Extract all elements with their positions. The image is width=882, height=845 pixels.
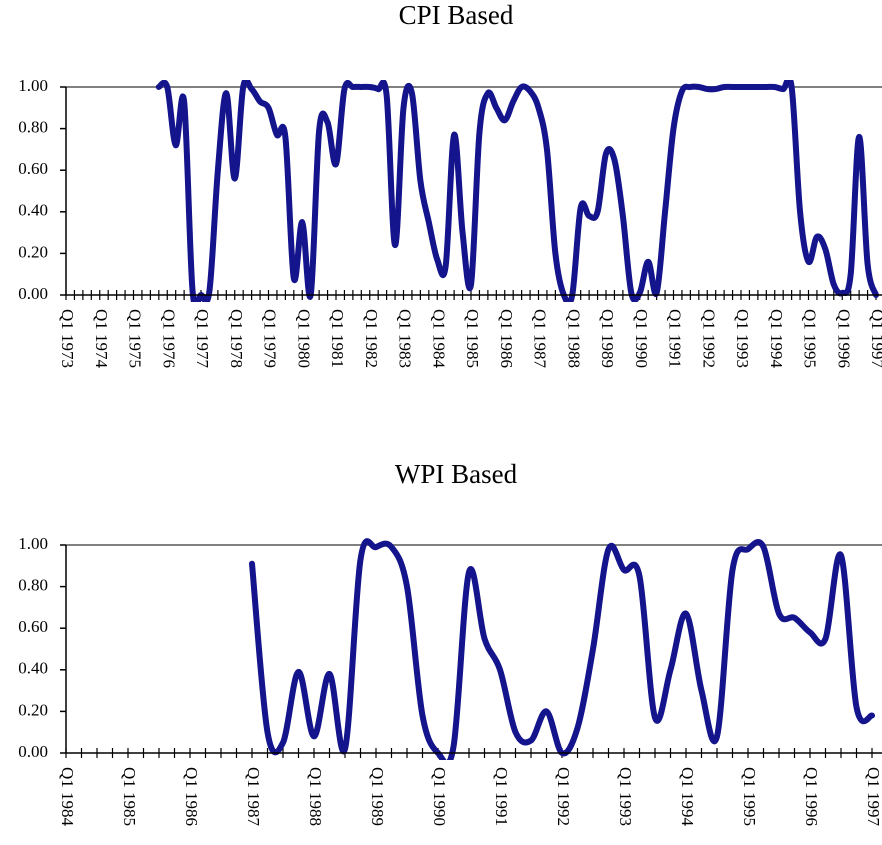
x-tick-label: Q1 1988: [564, 309, 583, 368]
x-tick-label: Q1 1991: [666, 309, 685, 368]
x-tick-label: Q1 1990: [430, 767, 449, 826]
x-tick-label: Q1 1995: [740, 767, 759, 826]
x-tick-label: Q1 1993: [616, 767, 635, 826]
x-tick-label: Q1 1975: [126, 309, 145, 368]
x-tick-label: Q1 1996: [802, 767, 821, 826]
x-tick-label: Q1 1995: [801, 309, 820, 368]
x-tick-label: Q1 1974: [92, 309, 111, 369]
x-tick-label: Q1 1987: [244, 767, 263, 827]
x-tick-label: Q1 1994: [678, 767, 697, 827]
y-tick-label: 0.80: [18, 118, 48, 137]
y-tick-label: 0.40: [18, 201, 48, 220]
x-tick-label: Q1 1981: [328, 309, 347, 368]
x-tick-label: Q1 1992: [554, 767, 573, 826]
x-tick-label: Q1 1984: [58, 767, 77, 827]
x-tick-label: Q1 1991: [492, 767, 511, 826]
x-tick-label: Q1 1989: [598, 309, 617, 368]
y-tick-label: 0.20: [18, 242, 48, 261]
data-line: [249, 538, 875, 760]
x-tick-label: Q1 1997: [868, 309, 882, 369]
x-tick-label: Q1 1993: [733, 309, 752, 368]
x-tick-label: Q1 1996: [834, 309, 853, 368]
x-tick-label: Q1 1986: [182, 767, 201, 826]
x-tick-label: Q1 1992: [699, 309, 718, 368]
x-tick-label: Q1 1978: [227, 309, 246, 368]
y-tick-label: 1.00: [18, 534, 48, 553]
x-tick-label: Q1 1973: [58, 309, 77, 368]
x-tick-label: Q1 1984: [429, 309, 448, 369]
y-tick-label: 0.40: [18, 659, 48, 678]
y-tick-label: 0.00: [18, 284, 48, 303]
y-tick-label: 1.00: [18, 76, 48, 95]
x-tick-label: Q1 1994: [767, 309, 786, 369]
x-tick-label: Q1 1979: [261, 309, 280, 368]
y-tick-label: 0.60: [18, 159, 48, 178]
x-tick-label: Q1 1988: [306, 767, 325, 826]
x-tick-label: Q1 1982: [362, 309, 381, 368]
x-tick-label: Q1 1986: [497, 309, 516, 368]
y-tick-label: 0.20: [18, 700, 48, 719]
chart-title: CPI Based: [399, 0, 514, 30]
x-tick-label: Q1 1980: [294, 309, 313, 368]
x-tick-label: Q1 1987: [531, 309, 550, 369]
x-tick-label: Q1 1976: [159, 309, 178, 368]
chart-title: WPI Based: [395, 459, 518, 489]
x-tick-label: Q1 1977: [193, 309, 212, 369]
x-tick-label: Q1 1983: [396, 309, 415, 368]
x-tick-label: Q1 1985: [463, 309, 482, 368]
data-line: [155, 80, 879, 302]
y-tick-label: 0.60: [18, 617, 48, 636]
x-tick-label: Q1 1997: [864, 767, 882, 827]
y-tick-label: 0.00: [18, 742, 48, 761]
y-tick-label: 0.80: [18, 576, 48, 595]
x-tick-label: Q1 1985: [120, 767, 139, 826]
x-tick-label: Q1 1990: [632, 309, 651, 368]
x-tick-label: Q1 1989: [368, 767, 387, 826]
